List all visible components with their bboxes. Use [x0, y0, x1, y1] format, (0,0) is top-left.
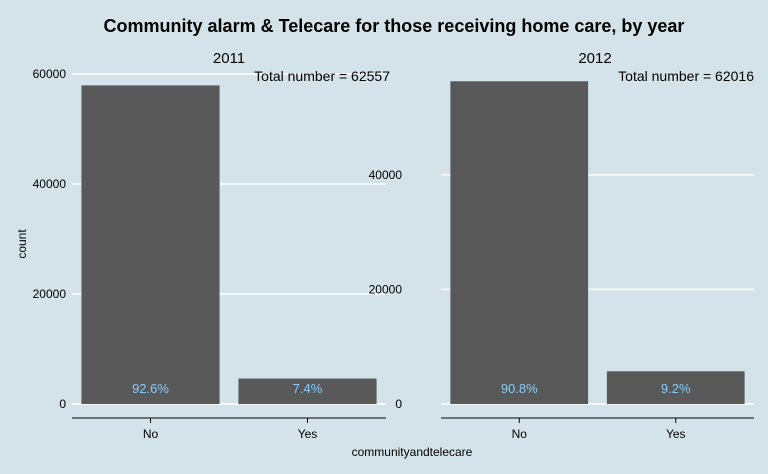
total-label-2011: Total number = 62557 [254, 68, 390, 84]
facet-title-2011: 2011 [213, 50, 245, 67]
facet-title-2012: 2012 [578, 50, 611, 67]
bar-label-2012-no: 90.8% [501, 381, 538, 396]
y-axis-label: count [15, 229, 29, 259]
total-label-2012: Total number = 62016 [618, 68, 754, 84]
bar-label-2011-yes: 7.4% [293, 381, 323, 396]
x-tick-label-2011-no: No [143, 427, 159, 441]
x-tick-label-2012-no: No [512, 427, 528, 441]
y-tick-label-2011-0: 0 [59, 397, 66, 411]
chart-title: Community alarm & Telecare for those rec… [104, 16, 685, 36]
y-tick-label-2011-20000: 20000 [33, 287, 67, 301]
x-tick-label-2012-yes: Yes [666, 427, 686, 441]
y-tick-label-2012-20000: 20000 [369, 282, 403, 296]
y-tick-label-2012-0: 0 [395, 397, 402, 411]
bar-2012-yes [606, 371, 745, 404]
bar-label-2011-no: 92.6% [132, 381, 169, 396]
y-tick-label-2011-40000: 40000 [33, 177, 67, 191]
bar-2012-no [450, 81, 589, 404]
bar-2011-yes [238, 378, 377, 404]
y-tick-label-2011-60000: 60000 [33, 67, 67, 81]
bar-label-2012-yes: 9.2% [661, 381, 691, 396]
chart-panels: 2011 0 20000 40000 60000 Total number = 62557… [33, 50, 755, 441]
x-axis-label: communityandtelecare [352, 445, 473, 459]
y-tick-label-2012-40000: 40000 [369, 168, 403, 182]
bar-2011-no [81, 85, 220, 405]
x-tick-label-2011-yes: Yes [298, 427, 318, 441]
